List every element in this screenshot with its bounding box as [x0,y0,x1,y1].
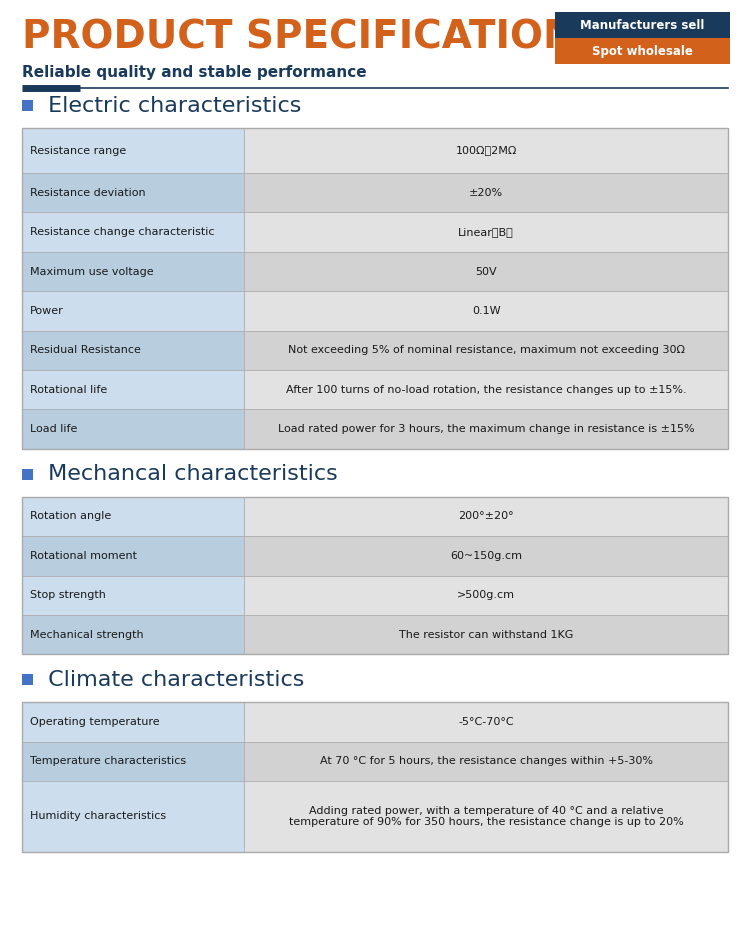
Bar [22,497,244,537]
Text: Rotation angle: Rotation angle [30,511,111,522]
Text: PRODUCT SPECIFICATIONS: PRODUCT SPECIFICATIONS [22,18,604,56]
Text: Climate characteristics: Climate characteristics [41,670,304,689]
Bar [244,251,728,291]
Text: Mechanical strength: Mechanical strength [30,629,144,640]
Text: Adding rated power, with a temperature of 40 °C and a relative
temperature of 90: Adding rated power, with a temperature o… [289,806,683,827]
Bar [22,128,244,173]
Bar [22,409,244,448]
Text: Resistance range: Resistance range [30,145,126,156]
Bar [244,781,728,852]
Text: Load rated power for 3 hours, the maximum change in resistance is ±15%: Load rated power for 3 hours, the maximu… [278,424,694,434]
Text: Resistance deviation: Resistance deviation [30,188,146,198]
Text: Operating temperature: Operating temperature [30,717,160,727]
Bar [22,469,33,480]
Text: Power: Power [30,306,64,316]
Text: -5°C-70°C: -5°C-70°C [458,717,514,727]
Bar [244,742,728,781]
Text: 0.1W: 0.1W [472,306,500,316]
Bar [244,128,728,173]
Text: 60~150g.cm: 60~150g.cm [450,551,522,561]
Bar [22,251,244,291]
Text: The resistor can withstand 1KG: The resistor can withstand 1KG [399,629,574,640]
Bar [244,173,728,212]
Bar [22,615,244,655]
Bar [22,128,728,448]
Text: 100Ω～2MΩ: 100Ω～2MΩ [455,145,517,156]
Bar [555,38,730,64]
Text: Residual Resistance: Residual Resistance [30,345,141,356]
Bar [244,537,728,576]
Text: Electric characteristics: Electric characteristics [41,96,302,115]
Bar [555,12,730,38]
Text: 50V: 50V [476,266,497,277]
Bar [22,742,244,781]
Text: ±20%: ±20% [470,188,503,198]
Bar [244,615,728,655]
Text: After 100 turns of no-load rotation, the resistance changes up to ±15%.: After 100 turns of no-load rotation, the… [286,385,686,395]
Text: Load life: Load life [30,424,77,434]
Bar [22,212,244,251]
Bar [22,291,244,330]
Text: Spot wholesale: Spot wholesale [592,44,693,57]
Bar [244,370,728,409]
Text: Reliable quality and stable performance: Reliable quality and stable performance [22,65,367,80]
Text: Manufacturers sell: Manufacturers sell [580,19,705,32]
Text: Not exceeding 5% of nominal resistance, maximum not exceeding 30Ω: Not exceeding 5% of nominal resistance, … [288,345,685,356]
Bar [22,781,244,852]
Bar [22,100,33,111]
Bar [22,330,244,370]
Bar [22,703,728,852]
Bar [22,674,33,686]
Bar [244,497,728,537]
Text: Resistance change characteristic: Resistance change characteristic [30,227,214,237]
Bar [22,370,244,409]
Text: At 70 °C for 5 hours, the resistance changes within +5-30%: At 70 °C for 5 hours, the resistance cha… [320,756,652,766]
Bar [244,703,728,742]
Bar [244,409,728,448]
Text: Maximum use voltage: Maximum use voltage [30,266,154,277]
Text: >500g.cm: >500g.cm [458,590,515,600]
Bar [244,576,728,615]
Bar [244,330,728,370]
Text: 200°±20°: 200°±20° [458,511,514,522]
Bar [22,576,244,615]
Text: Temperature characteristics: Temperature characteristics [30,756,186,766]
Bar [22,703,244,742]
Bar [244,291,728,330]
Bar [22,173,244,212]
Text: Rotational life: Rotational life [30,385,107,395]
Bar [22,497,728,655]
Text: Humidity characteristics: Humidity characteristics [30,811,166,822]
Bar [22,537,244,576]
Text: Mechancal characteristics: Mechancal characteristics [41,464,338,484]
Text: Stop strength: Stop strength [30,590,106,600]
Text: Rotational moment: Rotational moment [30,551,137,561]
Text: Linear（B）: Linear（B） [458,227,514,237]
Bar [244,212,728,251]
